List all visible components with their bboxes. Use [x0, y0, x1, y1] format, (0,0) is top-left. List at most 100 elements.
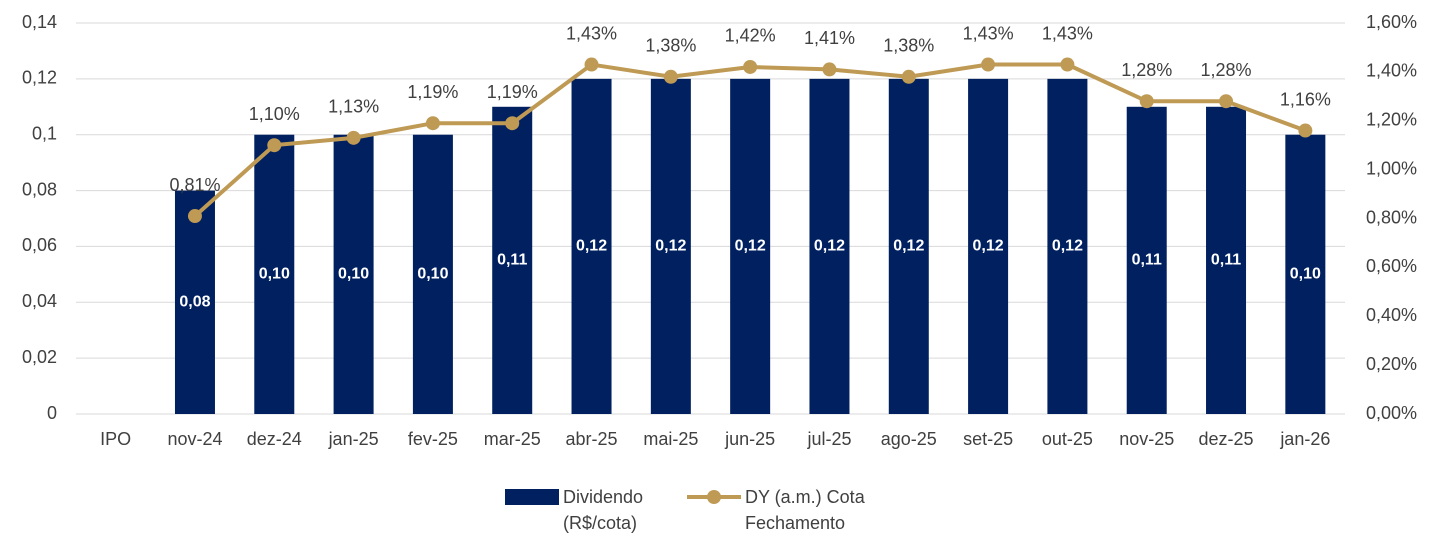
bar-value-label: 0,11 [1211, 252, 1241, 269]
y2-tick-label: 0,00% [1366, 403, 1417, 423]
y2-tick-label: 0,80% [1366, 207, 1417, 227]
line-marker [505, 116, 520, 131]
bar-value-label: 0,11 [1132, 252, 1162, 269]
legend-label: Dividendo (R$/cota) [563, 487, 644, 533]
line-marker [267, 138, 282, 153]
line-value-label: 1,43% [1042, 23, 1093, 43]
x-tick-label: nov-24 [167, 429, 222, 449]
line-marker [822, 62, 837, 77]
bar [650, 78, 691, 414]
bar-value-label: 0,12 [735, 238, 766, 255]
y2-tick-label: 0,20% [1366, 354, 1417, 374]
y-tick-label: 0,04 [22, 291, 57, 311]
bar-value-label: 0,10 [1290, 266, 1321, 283]
bar-value-label: 0,12 [973, 238, 1004, 255]
y-tick-label: 0,02 [22, 347, 57, 367]
y-tick-label: 0,08 [22, 179, 57, 199]
legend: Dividendo (R$/cota) DY (a.m.) Cota Fecha… [505, 484, 925, 536]
line-value-label: 1,43% [963, 23, 1014, 43]
bar-value-label: 0,12 [1052, 238, 1083, 255]
line-marker [1298, 123, 1313, 138]
line-marker [1139, 94, 1154, 109]
line-value-label: 1,38% [883, 36, 934, 56]
bar [571, 78, 612, 414]
line-value-label: 1,10% [249, 104, 300, 124]
bar-value-label: 0,12 [655, 238, 686, 255]
line-marker [425, 116, 440, 131]
bar-value-label: 0,10 [338, 266, 369, 283]
y-tick-label: 0,12 [22, 68, 57, 88]
bar [888, 78, 929, 414]
line-value-label: 1,42% [725, 26, 776, 46]
bar-value-label: 0,08 [179, 294, 210, 311]
x-tick-label: IPO [100, 429, 131, 449]
bar [412, 134, 453, 414]
bar [1126, 106, 1167, 415]
line-marker [584, 57, 599, 72]
bar [1047, 78, 1088, 414]
y-tick-label: 0,06 [22, 235, 57, 255]
line-value-label: 1,43% [566, 23, 617, 43]
line-value-label: 0,81% [169, 175, 220, 195]
bar [174, 190, 215, 414]
line-marker [901, 69, 916, 84]
bar-value-label: 0,12 [814, 238, 845, 255]
y2-tick-label: 1,20% [1366, 110, 1417, 130]
line-value-label: 1,38% [645, 36, 696, 56]
x-tick-label: abr-25 [566, 429, 618, 449]
bar [333, 134, 374, 414]
line-value-label: 1,28% [1121, 60, 1172, 80]
bar-value-label: 0,12 [893, 238, 924, 255]
x-tick-label: jan-25 [328, 429, 379, 449]
y-tick-label: 0,14 [22, 12, 57, 32]
x-tick-label: jun-25 [724, 429, 775, 449]
bar-value-label: 0,11 [497, 252, 527, 269]
line-value-label: 1,16% [1280, 89, 1331, 109]
legend-swatch [687, 490, 741, 504]
x-tick-label: ago-25 [881, 429, 937, 449]
legend-item: DY (a.m.) Cota Fechamento [687, 484, 925, 536]
chart: 0 0,02 0,04 0,06 0,08 0,1 0,12 0,14 0,00% 0,20% 0,… [22, 12, 1417, 449]
x-tick-label: fev-25 [408, 429, 458, 449]
bar-value-label: 0,12 [576, 238, 607, 255]
bar [1285, 134, 1326, 414]
bar [1206, 106, 1247, 415]
bar [492, 106, 533, 415]
y-tick-label: 0,1 [32, 123, 57, 143]
bar-value-label: 0,10 [417, 266, 448, 283]
legend-swatch [505, 489, 559, 505]
bar [968, 78, 1009, 414]
bar [254, 134, 295, 414]
line-marker [1060, 57, 1075, 72]
line-marker [1219, 94, 1234, 109]
line-marker [981, 57, 996, 72]
x-tick-label: out-25 [1042, 429, 1093, 449]
x-tick-label: jul-25 [806, 429, 851, 449]
x-tick-label: jan-26 [1279, 429, 1330, 449]
line-marker [663, 69, 678, 84]
x-tick-label: mai-25 [643, 429, 698, 449]
line-value-label: 1,19% [487, 82, 538, 102]
line-value-label: 1,13% [328, 97, 379, 117]
line-value-label: 1,41% [804, 28, 855, 48]
legend-item: Dividendo (R$/cota) [505, 484, 673, 536]
line-marker [187, 209, 202, 224]
x-tick-label: set-25 [963, 429, 1013, 449]
x-tick-label: nov-25 [1119, 429, 1174, 449]
x-tick-label: dez-25 [1199, 429, 1254, 449]
line-marker [346, 130, 361, 145]
y-tick-label: 0 [47, 403, 57, 423]
x-tick-label: mar-25 [484, 429, 541, 449]
line-value-label: 1,28% [1201, 60, 1252, 80]
bar [730, 78, 771, 414]
bar-value-label: 0,10 [259, 266, 290, 283]
line-marker [743, 59, 758, 74]
line-value-label: 1,19% [407, 82, 458, 102]
x-tick-label: dez-24 [247, 429, 302, 449]
y2-tick-label: 0,40% [1366, 305, 1417, 325]
bar [809, 78, 850, 414]
y2-tick-label: 0,60% [1366, 256, 1417, 276]
y2-tick-label: 1,60% [1366, 12, 1417, 32]
y2-tick-label: 1,00% [1366, 158, 1417, 178]
